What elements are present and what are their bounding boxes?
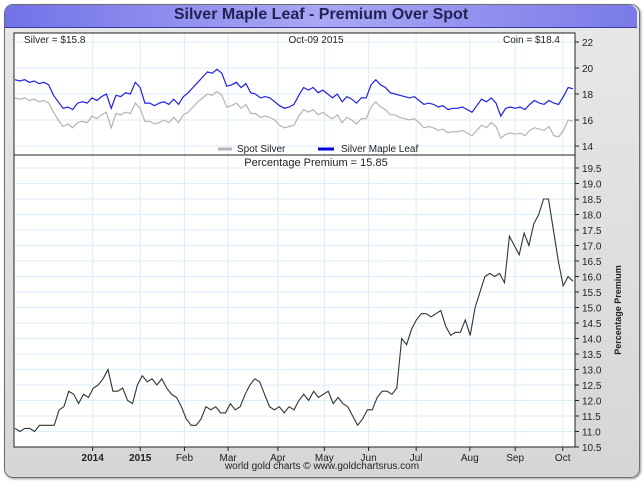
- lower-ytick-label: 12.5: [582, 381, 602, 392]
- upper-y-axis: 14 16 18 20 22: [575, 38, 594, 153]
- xtick-label: Apr: [270, 453, 286, 464]
- legend-label-maple-leaf: Silver Maple Leaf: [341, 144, 418, 155]
- lower-ytick-label: 11.5: [582, 412, 601, 423]
- lower-ytick-label: 13.5: [582, 350, 602, 361]
- xtick-label: Aug: [461, 453, 479, 464]
- upper-series: [14, 68, 574, 140]
- upper-ytick-label: 20: [582, 64, 594, 75]
- lower-ytick-label: 13.0: [582, 366, 602, 377]
- lower-ytick-label: 18.0: [582, 211, 602, 222]
- xtick-label: May: [315, 453, 334, 464]
- xtick-label: Jul: [410, 453, 423, 464]
- upper-ytick-label: 16: [582, 116, 594, 127]
- lower-grid: [15, 156, 574, 446]
- legend-label-spot-silver: Spot Silver: [237, 144, 286, 155]
- xtick-label: Oct: [555, 453, 571, 464]
- series-line-premium: [14, 198, 574, 433]
- series-line-spot-silver: [14, 90, 574, 140]
- upper-ytick-label: 18: [582, 90, 594, 101]
- xtick-label: Mar: [220, 453, 238, 464]
- lower-ytick-label: 11.0: [582, 428, 601, 439]
- lower-ytick-label: 16.5: [582, 257, 602, 268]
- date-label: Oct-09 2015: [288, 35, 343, 46]
- lower-plot-area: [13, 154, 576, 448]
- lower-y-axis: 10.5 11.0 11.5 12.0 12.5 13.0 13.5 14.0 14.5 15.0…: [575, 164, 602, 454]
- lower-ytick-label: 19.5: [582, 164, 602, 175]
- footer-credit: world gold charts © www.goldchartsrus.co…: [224, 461, 420, 472]
- xtick-label: Feb: [176, 453, 194, 464]
- lower-ytick-label: 19.0: [582, 180, 602, 191]
- lower-ytick-label: 15.5: [582, 288, 602, 299]
- lower-ytick-label: 17.5: [582, 226, 602, 237]
- series-line-maple-leaf: [14, 68, 574, 118]
- lower-ytick-label: 14.5: [582, 319, 602, 330]
- lower-ytick-label: 12.0: [582, 397, 602, 408]
- upper-ytick-label: 22: [582, 38, 594, 49]
- xtick-label: 2014: [82, 453, 105, 464]
- x-axis: 2014 2015 Feb Mar Apr May Jun Jul Aug Sep Oct: [82, 447, 571, 464]
- silver-price-label: Silver = $15.8: [24, 35, 86, 46]
- lower-ytick-label: 14.0: [582, 335, 602, 346]
- title-bar: [5, 5, 637, 28]
- xtick-label: Sep: [506, 453, 524, 464]
- upper-ytick-label: 14: [582, 142, 594, 153]
- lower-ytick-label: 16.0: [582, 273, 602, 284]
- xtick-label: 2015: [129, 453, 152, 464]
- lower-ytick-label: 10.5: [582, 443, 602, 454]
- upper-grid: [15, 34, 574, 154]
- lower-ytick-label: 17.0: [582, 242, 602, 253]
- coin-price-label: Coin = $18.4: [503, 35, 560, 46]
- y-axis-label: Percentage Premium: [613, 265, 623, 355]
- chart-title: Silver Maple Leaf - Premium Over Spot: [173, 6, 469, 23]
- premium-title: Percentage Premium = 15.85: [244, 157, 387, 169]
- xtick-label: Jun: [361, 453, 377, 464]
- lower-ytick-label: 15.0: [582, 304, 602, 315]
- lower-series: [14, 198, 574, 433]
- lower-ytick-label: 18.5: [582, 195, 602, 206]
